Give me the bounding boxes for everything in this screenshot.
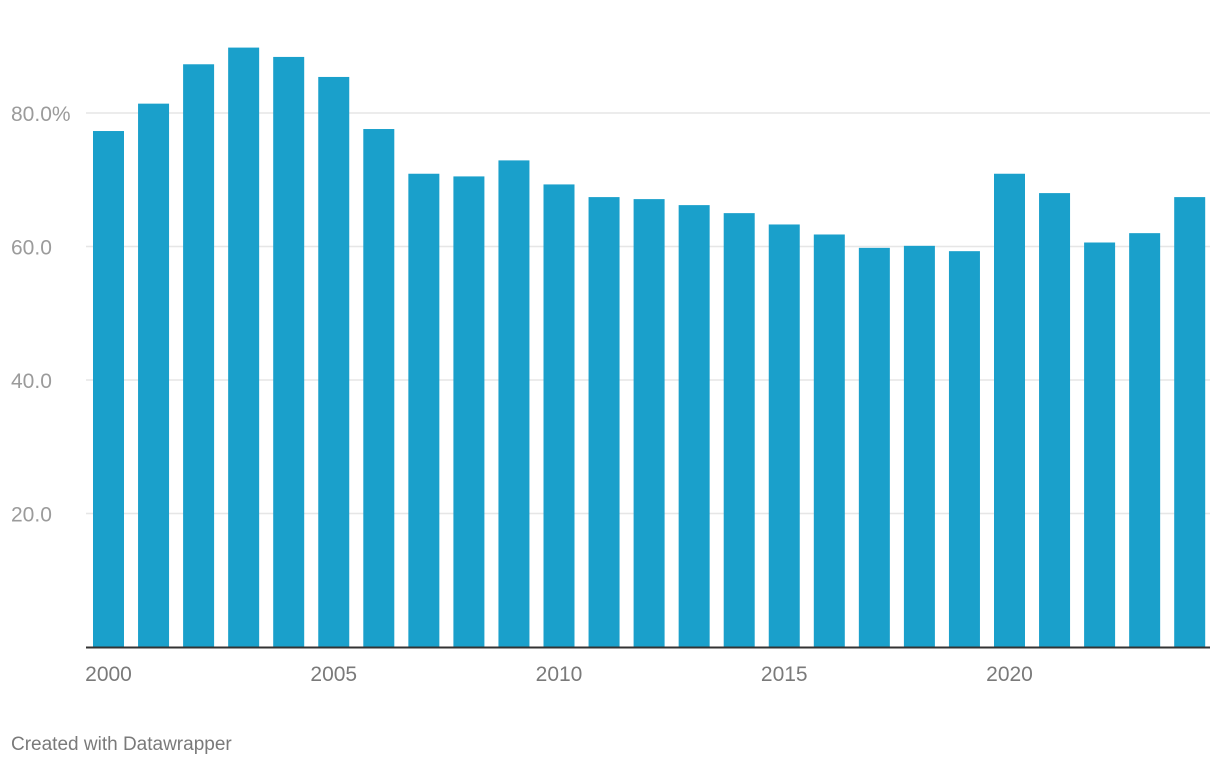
x-tick-label: 2000 <box>85 663 132 686</box>
y-tick-label: 60.0 <box>11 237 52 260</box>
footer-credit[interactable]: Created with Datawrapper <box>11 734 232 755</box>
bar-2021[interactable] <box>1039 193 1071 647</box>
bar-2019[interactable] <box>948 251 980 648</box>
x-axis-tick-labels: 2000 2005 2010 2015 2020 <box>85 663 1033 686</box>
bar-2006[interactable] <box>363 129 395 647</box>
bar-2024[interactable] <box>1174 197 1206 647</box>
bar-2020[interactable] <box>994 173 1025 648</box>
x-tick-label: 2005 <box>310 663 357 686</box>
y-tick-label: 40.0 <box>11 370 52 393</box>
bar-2017[interactable] <box>858 247 890 647</box>
bar-2002[interactable] <box>183 64 215 647</box>
bar-2000[interactable] <box>93 131 124 647</box>
bar-2003[interactable] <box>228 47 260 647</box>
bar-2004[interactable] <box>273 56 305 648</box>
bar-2013[interactable] <box>678 205 710 647</box>
y-tick-label: 20.0 <box>11 504 52 527</box>
y-axis-tick-labels: 20.0 40.0 60.0 80.0% <box>11 103 71 527</box>
bar-2008[interactable] <box>453 176 485 647</box>
bar-2016[interactable] <box>813 234 845 648</box>
bar-2001[interactable] <box>138 103 170 647</box>
bar-2007[interactable] <box>408 173 440 648</box>
bar-2012[interactable] <box>633 199 665 648</box>
bar-2014[interactable] <box>723 213 755 648</box>
bar-2009[interactable] <box>498 160 530 647</box>
bar-2011[interactable] <box>588 197 620 647</box>
y-tick-label: 80.0% <box>11 103 71 126</box>
bar-2022[interactable] <box>1084 242 1116 648</box>
x-tick-label: 2020 <box>986 663 1033 686</box>
bar-2010[interactable] <box>543 184 575 648</box>
bar-2023[interactable] <box>1129 233 1161 647</box>
bar-2018[interactable] <box>903 245 935 647</box>
bar-2015[interactable] <box>768 224 800 647</box>
bars <box>93 47 1206 648</box>
x-tick-label: 2010 <box>536 663 583 686</box>
x-tick-label: 2015 <box>761 663 808 686</box>
bar-2005[interactable] <box>318 76 350 647</box>
